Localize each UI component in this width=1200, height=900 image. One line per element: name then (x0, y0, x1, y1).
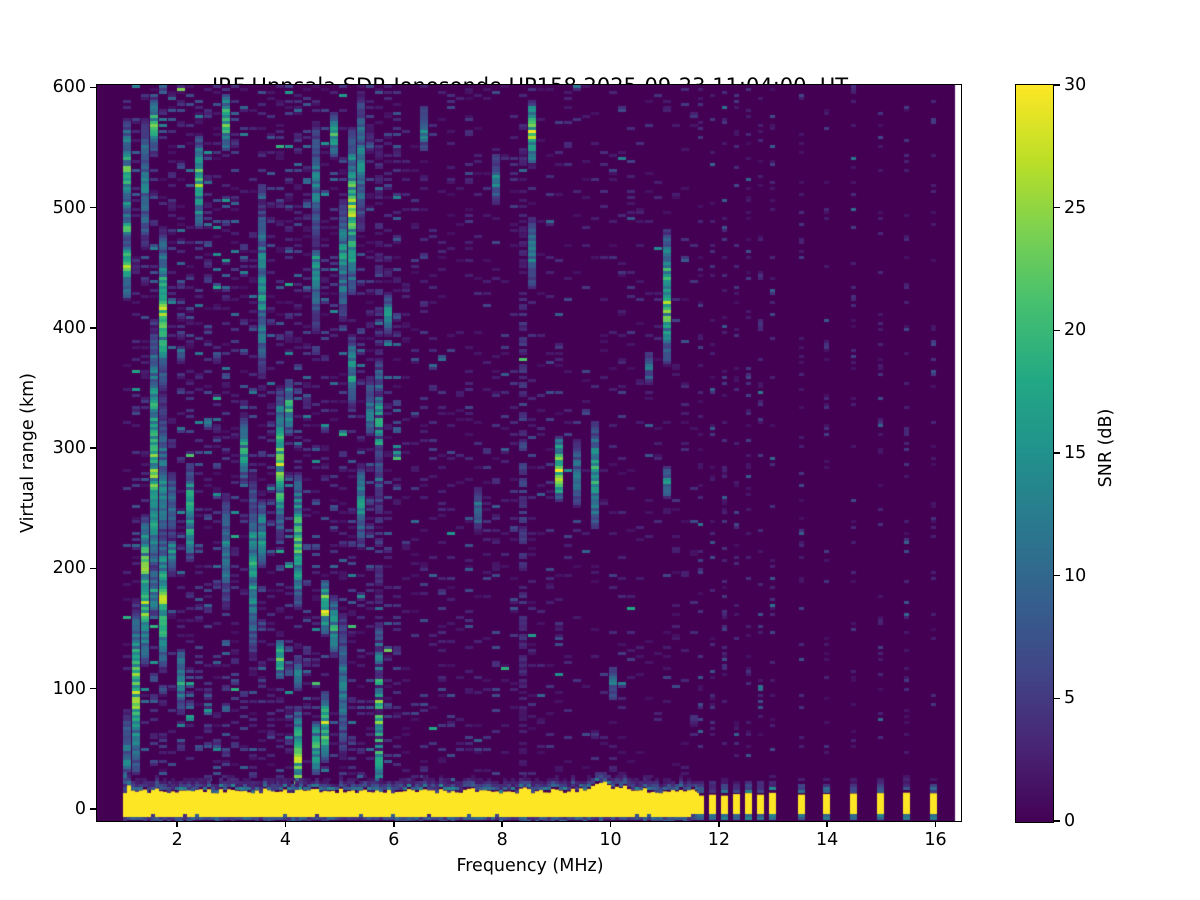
x-tick-label: 8 (496, 830, 508, 850)
colorbar-tick (1054, 697, 1060, 700)
colorbar-tick (1054, 452, 1060, 454)
x-tick (718, 821, 720, 827)
y-tick-label: 100 (52, 678, 86, 699)
y-tick (90, 808, 96, 810)
y-tick (90, 206, 96, 209)
x-tick-label: 10 (599, 830, 622, 850)
y-tick-label: 300 (52, 438, 86, 459)
x-tick (176, 821, 178, 827)
x-tick-label: 14 (816, 830, 839, 850)
colorbar (1015, 84, 1054, 823)
colorbar-tick-label: 15 (1064, 443, 1087, 463)
x-tick (501, 821, 503, 827)
y-tick (90, 687, 96, 690)
colorbar-tick (1054, 84, 1060, 86)
colorbar-tick-label: 0 (1064, 811, 1076, 831)
colorbar-tick-label: 25 (1064, 197, 1087, 218)
x-tick (609, 821, 612, 827)
colorbar-tick-label: 5 (1064, 688, 1076, 709)
y-tick-label: 0 (74, 798, 86, 819)
y-tick-label: 500 (52, 197, 86, 218)
y-tick-label: 400 (52, 317, 86, 338)
x-tick-label: 12 (707, 830, 730, 850)
y-tick-label: 200 (52, 558, 86, 579)
colorbar-tick (1054, 574, 1060, 577)
colorbar-tick-label: 20 (1064, 320, 1087, 341)
x-tick (934, 821, 937, 827)
y-tick (90, 327, 96, 329)
y-tick (90, 447, 96, 449)
colorbar-tick (1054, 820, 1060, 822)
x-tick-label: 16 (924, 830, 947, 850)
y-tick (90, 567, 96, 570)
x-tick-label: 2 (171, 830, 183, 850)
x-axis-label: Frequency (MHz) (456, 856, 604, 876)
x-tick (826, 821, 828, 827)
y-tick-label: 600 (52, 77, 86, 98)
x-tick-label: 6 (388, 830, 400, 850)
heatmap-canvas (97, 85, 961, 821)
colorbar-tick-label: 10 (1064, 565, 1087, 586)
colorbar-tick (1054, 329, 1060, 332)
x-tick (393, 821, 395, 827)
colorbar-tick-label: 30 (1064, 75, 1087, 95)
x-tick (284, 821, 287, 827)
y-tick (90, 86, 96, 89)
colorbar-tick (1054, 206, 1060, 209)
y-axis-label: Virtual range (km) (18, 372, 38, 534)
x-tick-label: 4 (279, 830, 292, 850)
colorbar-canvas (1016, 85, 1053, 822)
plot-axes (96, 84, 962, 822)
